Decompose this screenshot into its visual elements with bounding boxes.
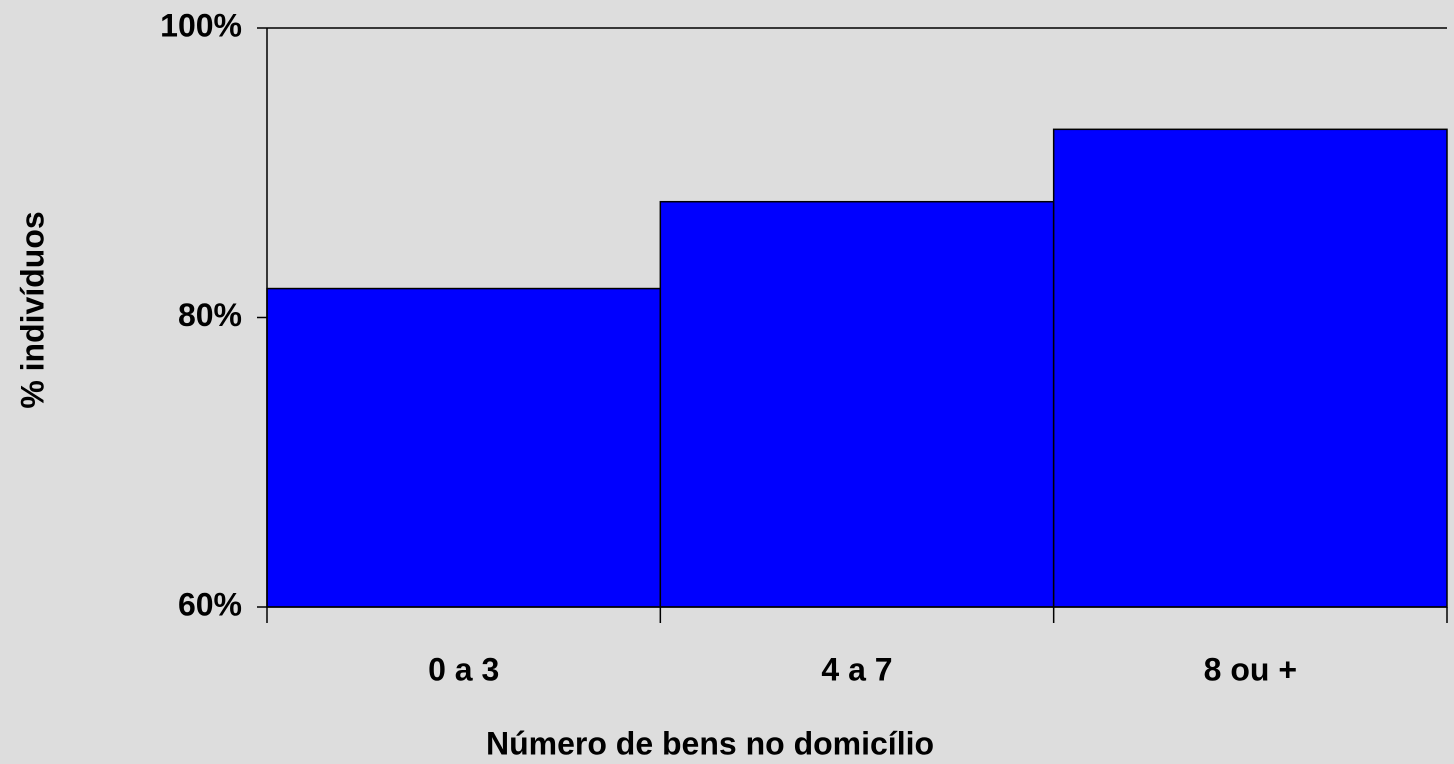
bar [1052,128,1448,608]
x-tick-label: 4 a 7 [821,651,892,687]
bar [266,287,662,608]
y-axis-title: % indivíduos [14,211,50,408]
x-tick-label: 8 ou + [1204,651,1297,687]
bar [659,200,1055,608]
x-tick-label: 0 a 3 [428,651,499,687]
y-tick-label: 60% [178,586,242,622]
x-axis-title: Número de bens no domicílio [486,725,934,761]
y-tick-label: 80% [178,297,242,333]
y-tick-label: 100% [160,7,242,43]
